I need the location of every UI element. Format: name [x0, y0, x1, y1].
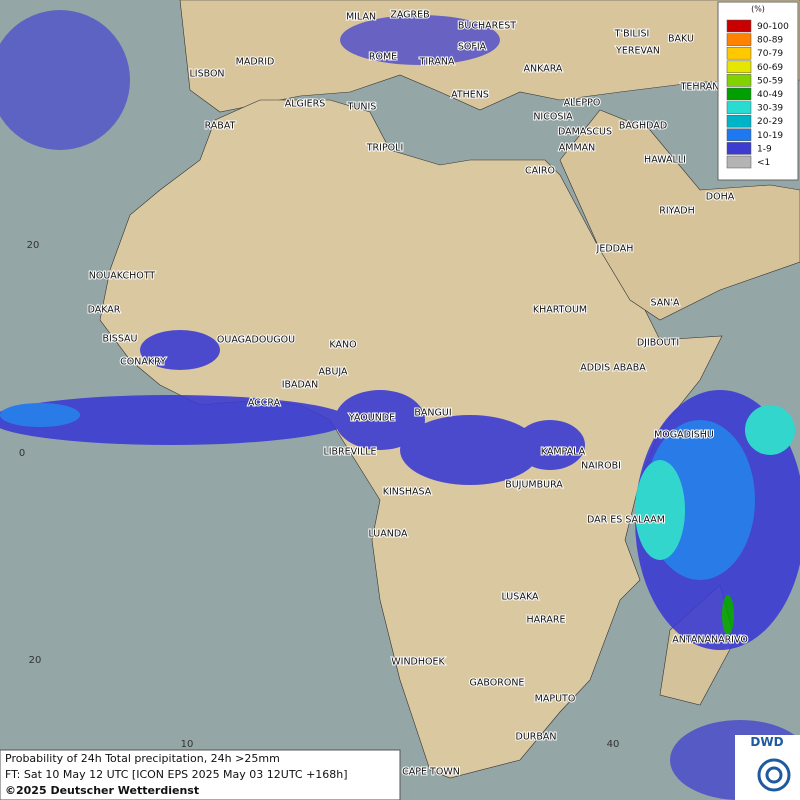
footer-line: FT: Sat 10 May 12 UTC [ICON EPS 2025 May…: [5, 768, 348, 781]
city-label: ANKARA: [524, 64, 563, 75]
city-label: AMMAN: [559, 143, 596, 154]
legend-label: 90-100: [757, 22, 789, 32]
city-label: YEREVAN: [615, 46, 660, 57]
city-label: SOFIA: [458, 42, 487, 53]
legend-swatch: [726, 114, 752, 128]
legend-swatch: [726, 87, 752, 101]
city-label: ANTANANARIVO: [672, 635, 748, 646]
city-label: ALEPPO: [564, 98, 601, 109]
city-label: MILAN: [346, 12, 376, 23]
city-label: LUANDA: [368, 529, 408, 540]
legend: 90-100 80-89 70-79 60-69 50-59 40-49 30-39 20-2…: [726, 19, 789, 169]
city-label: NOUAKCHOTT: [89, 271, 156, 282]
legend-label: 10-19: [757, 131, 783, 141]
footer-line: ©2025 Deutscher Wetterdienst: [5, 784, 199, 797]
footer-line: Probability of 24h Total precipitation, …: [5, 752, 280, 765]
city-label: WINDHOEK: [391, 657, 445, 668]
city-label: GABORONE: [470, 678, 525, 689]
legend-label: 40-49: [757, 90, 783, 100]
grid-label: 0: [19, 448, 25, 459]
city-label: TUNIS: [347, 102, 377, 113]
city-label: BAKU: [668, 34, 694, 45]
city-label: T'BILISI: [614, 29, 650, 40]
city-label: MOGADISHU: [654, 430, 714, 441]
city-label: HARARE: [527, 615, 566, 626]
city-label: DAR ES SALAAM: [587, 515, 665, 526]
legend-swatch: [726, 74, 752, 87]
legend-swatch: [726, 19, 752, 33]
city-label: BUJUMBURA: [505, 480, 563, 491]
grid-label: 20: [27, 240, 40, 251]
logo-icon: [757, 758, 791, 792]
city-label: ZAGREB: [390, 10, 429, 21]
grid-label: 20: [29, 655, 42, 666]
city-label: KANO: [329, 340, 356, 351]
city-label: CONAKRY: [120, 357, 166, 368]
city-label: ABUJA: [318, 367, 348, 378]
legend-label: 70-79: [757, 49, 783, 59]
legend-swatch: [726, 101, 752, 114]
city-label: DAKAR: [88, 305, 121, 316]
legend-label: 20-29: [757, 117, 783, 127]
legend-swatch: [726, 142, 752, 155]
legend-swatch: [726, 33, 752, 46]
grid-label: 10: [181, 739, 194, 750]
city-label: KINSHASA: [383, 487, 432, 498]
city-label: RABAT: [205, 121, 236, 132]
city-label: LISBON: [189, 69, 224, 80]
legend-label: 50-59: [757, 76, 783, 86]
legend-label: 1-9: [757, 144, 772, 154]
city-label: KHARTOUM: [533, 305, 587, 316]
legend-title: (%): [751, 5, 765, 14]
city-label: LIBREVILLE: [323, 447, 376, 458]
legend-swatch: [726, 60, 752, 74]
city-label: MAPUTO: [535, 694, 576, 705]
labels: MILAN ZAGREB BUCHAREST SOFIA ROME TIRANA MADRI…: [19, 9, 749, 779]
city-label: MADRID: [236, 57, 275, 68]
city-label: ALGIERS: [285, 99, 326, 110]
city-label: CAPE TOWN: [402, 767, 460, 778]
city-label: TEHRAN: [680, 82, 720, 93]
footer-box: [0, 749, 401, 800]
city-label: ADDIS ABABA: [580, 363, 646, 374]
logo: DWD: [750, 735, 783, 749]
city-label: SAN'A: [651, 298, 680, 309]
city-label: DJIBOUTI: [637, 338, 679, 349]
city-label: OUAGADOUGOU: [217, 335, 295, 346]
city-label: ACCRA: [248, 398, 281, 409]
city-label: HAWALLI: [644, 155, 686, 166]
legend-label: 80-89: [757, 36, 783, 46]
city-label: ATHENS: [451, 90, 489, 101]
city-label: KAMPALA: [541, 447, 586, 458]
legend-swatch: [726, 128, 752, 142]
city-label: DURBAN: [516, 732, 557, 743]
city-label: NAIROBI: [581, 461, 621, 472]
city-label: JEDDAH: [596, 244, 634, 255]
grid-label: 40: [607, 739, 620, 750]
city-label: RIYADH: [659, 206, 694, 217]
city-label: TRIPOLI: [366, 143, 404, 154]
city-label: BAGHDAD: [619, 121, 667, 132]
city-label: NICOSIA: [533, 112, 573, 123]
logo-icon: [765, 766, 783, 784]
legend-swatch: [726, 155, 752, 169]
city-label: DOHA: [706, 192, 735, 203]
city-label: IBADAN: [282, 380, 319, 391]
city-label: YAOUNDE: [348, 413, 395, 424]
city-label: BANGUI: [414, 408, 451, 419]
city-label: TIRANA: [419, 57, 455, 68]
legend-label: 60-69: [757, 63, 783, 73]
legend-swatch: [726, 46, 752, 60]
city-label: BISSAU: [102, 334, 137, 345]
city-label: DAMASCUS: [558, 127, 612, 138]
land-arabia: [559, 109, 800, 321]
city-label: CAIRO: [525, 166, 555, 177]
precipitation: [0, 10, 800, 800]
city-label: BUCHAREST: [458, 21, 516, 32]
legend-label: <1: [757, 158, 770, 168]
legend-label: 30-39: [757, 104, 783, 114]
city-label: LUSAKA: [501, 592, 539, 603]
city-label: ROME: [369, 52, 397, 63]
